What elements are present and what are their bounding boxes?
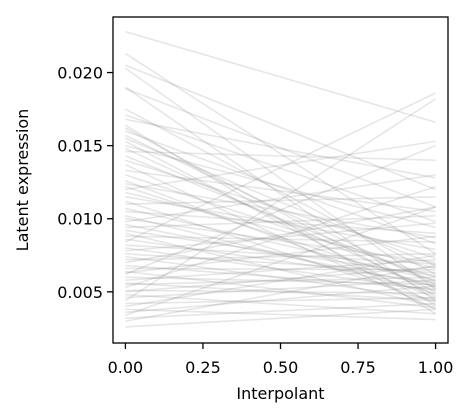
series-line-29 xyxy=(125,196,436,251)
series-line-11 xyxy=(125,127,436,297)
series-line-68 xyxy=(125,308,436,321)
series-line-73 xyxy=(125,308,436,328)
series-line-7 xyxy=(125,108,436,275)
series-line-3 xyxy=(125,64,436,191)
series-line-45 xyxy=(125,247,436,292)
y-axis-label: Latent expression xyxy=(13,109,32,252)
series-line-4 xyxy=(124,67,437,290)
x-tick-label: 0.25 xyxy=(185,358,221,377)
series-line-9 xyxy=(125,118,436,179)
series-line-53 xyxy=(125,270,436,309)
series-line-38 xyxy=(125,215,436,229)
series-line-8 xyxy=(125,114,436,223)
series-line-65 xyxy=(124,98,437,302)
series-line-39 xyxy=(125,229,436,277)
series-line-56 xyxy=(125,276,436,286)
y-tick-label: 0.015 xyxy=(57,137,103,156)
series-line-22 xyxy=(125,169,436,213)
series-line-10 xyxy=(124,124,437,315)
series-line-62 xyxy=(125,266,436,293)
series-line-13 xyxy=(125,134,436,286)
series-line-23 xyxy=(125,174,436,278)
series-line-72 xyxy=(125,264,436,322)
series-line-27 xyxy=(125,140,436,191)
series-line-57 xyxy=(125,258,436,281)
x-tick-label: 0.00 xyxy=(108,358,144,377)
series-line-31 xyxy=(125,196,436,205)
series-line-55 xyxy=(125,144,436,276)
series-line-66 xyxy=(125,296,436,305)
series-line-61 xyxy=(125,289,436,295)
series-line-2 xyxy=(124,52,437,255)
series-line-19 xyxy=(125,155,436,283)
series-line-35 xyxy=(125,217,436,264)
series-line-64 xyxy=(125,279,436,299)
series-line-58 xyxy=(125,282,436,302)
series-line-24 xyxy=(125,179,436,299)
series-lines xyxy=(124,30,437,328)
series-line-60 xyxy=(125,185,436,289)
series-line-44 xyxy=(125,244,436,265)
series-line-51 xyxy=(125,264,436,290)
series-line-49 xyxy=(125,253,436,261)
series-line-63 xyxy=(125,293,436,315)
series-line-67 xyxy=(125,254,436,308)
series-line-14 xyxy=(125,137,436,267)
series-line-16 xyxy=(125,144,436,229)
series-line-37 xyxy=(125,223,436,287)
series-line-47 xyxy=(125,253,436,274)
series-line-5 xyxy=(124,86,437,302)
series-line-30 xyxy=(125,200,436,303)
series-line-70 xyxy=(125,206,436,316)
series-line-40 xyxy=(125,232,436,308)
series-line-59 xyxy=(125,276,436,286)
y-tick-label: 0.020 xyxy=(57,64,103,83)
series-line-36 xyxy=(125,174,436,223)
series-line-54 xyxy=(125,235,436,274)
series-line-69 xyxy=(125,285,436,314)
series-line-1 xyxy=(125,30,436,124)
x-tick-label: 0.75 xyxy=(340,358,376,377)
y-tick-label: 0.010 xyxy=(57,210,103,229)
series-line-26 xyxy=(125,185,436,289)
x-tick-label: 1.00 xyxy=(418,358,454,377)
series-line-12 xyxy=(125,130,436,245)
series-line-33 xyxy=(125,210,436,235)
series-line-6 xyxy=(125,87,436,208)
series-line-21 xyxy=(125,163,436,311)
y-axis-ticks: 0.005 0.010 0.015 0.020 xyxy=(57,64,113,302)
x-axis-label: Interpolant xyxy=(236,384,324,403)
series-line-20 xyxy=(125,159,436,259)
series-line-48 xyxy=(125,255,436,300)
series-line-71 xyxy=(125,302,436,319)
y-tick-label: 0.005 xyxy=(57,283,103,302)
series-line-34 xyxy=(125,215,436,295)
x-tick-label: 0.50 xyxy=(263,358,299,377)
series-line-50 xyxy=(125,206,436,264)
series-line-18 xyxy=(125,150,436,162)
series-line-46 xyxy=(125,222,436,252)
series-line-17 xyxy=(125,147,436,293)
series-line-43 xyxy=(125,92,436,243)
series-line-28 xyxy=(125,191,436,270)
x-axis-ticks: 0.00 0.25 0.50 0.75 1.00 xyxy=(108,343,454,377)
series-line-25 xyxy=(125,182,436,239)
series-line-32 xyxy=(125,207,436,281)
series-line-42 xyxy=(125,238,436,284)
series-line-41 xyxy=(125,235,436,243)
series-line-52 xyxy=(125,267,436,271)
series-line-15 xyxy=(125,140,436,306)
